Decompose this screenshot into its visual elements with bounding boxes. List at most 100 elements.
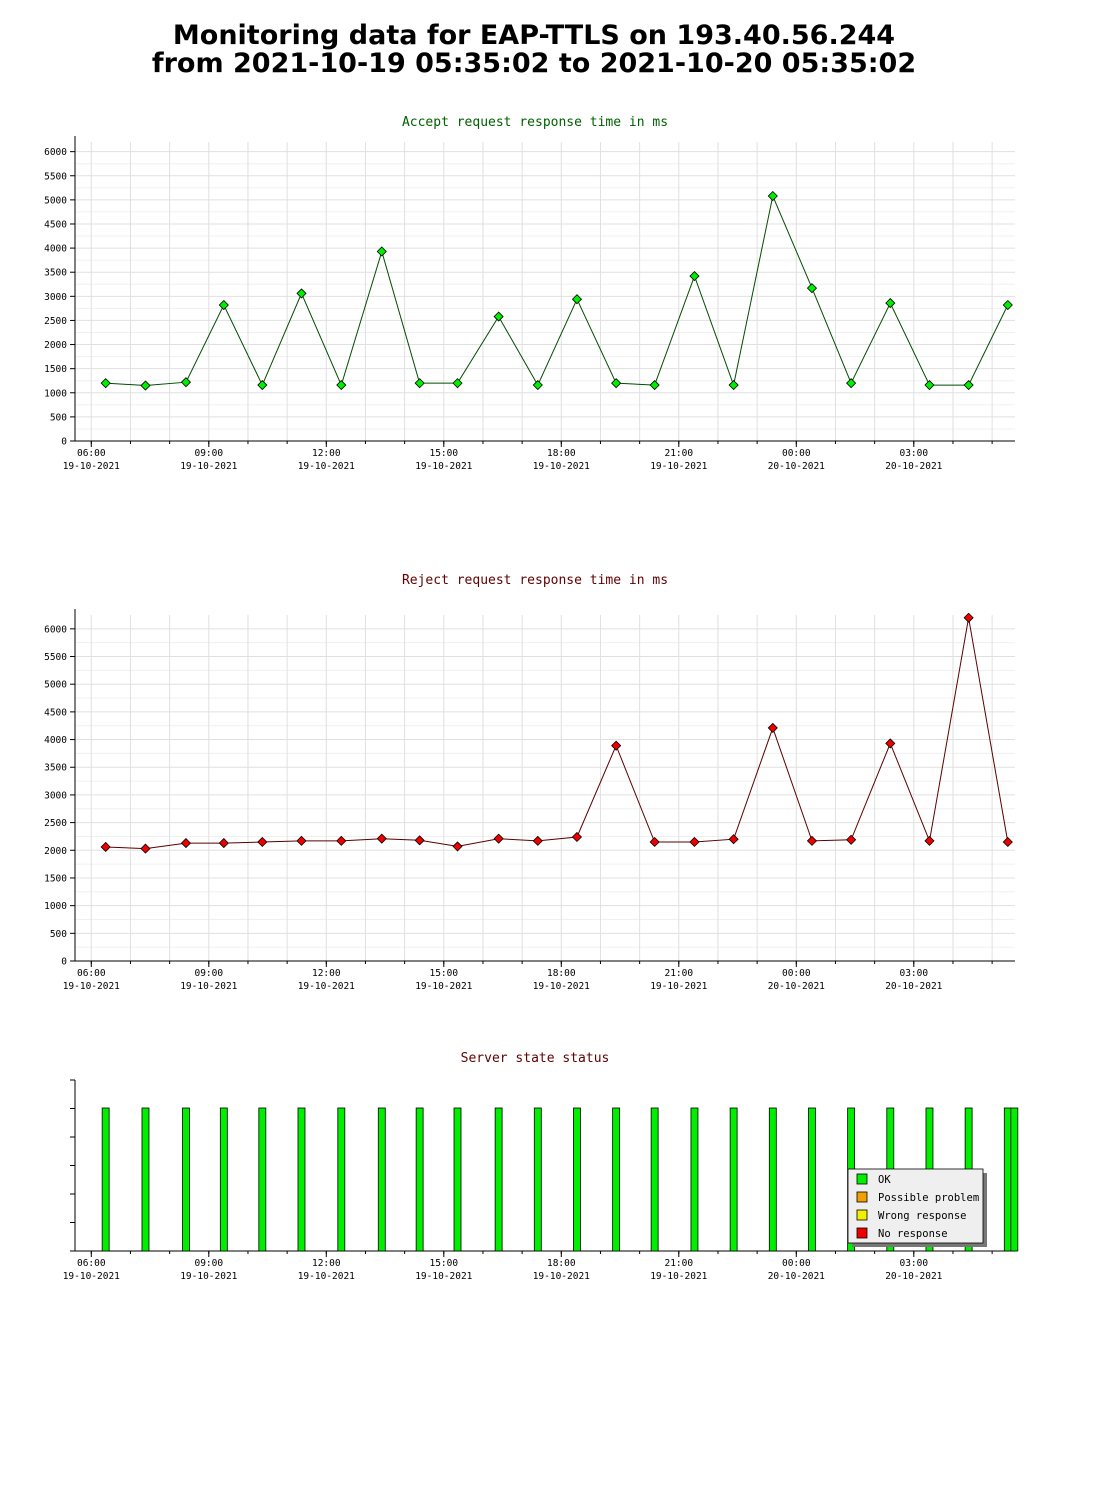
- x-tick-time: 18:00: [547, 968, 576, 979]
- y-tick-label: 3500: [44, 268, 67, 279]
- reject-point: [140, 843, 151, 854]
- status-bar: [337, 1107, 346, 1252]
- x-tick-time: 21:00: [664, 1258, 693, 1269]
- y-tick-label: 2000: [44, 846, 67, 857]
- accept-point: [611, 378, 622, 389]
- reject-point: [689, 836, 700, 848]
- accept-line: [105, 194, 1009, 387]
- y-tick-label: 1500: [44, 873, 67, 884]
- x-tick-date: 19-10-2021: [180, 461, 237, 472]
- x-tick-date: 19-10-2021: [63, 981, 120, 992]
- x-tick-date: 19-10-2021: [650, 981, 707, 992]
- status-bar: [1003, 1107, 1012, 1252]
- y-tick-label: 2500: [44, 316, 67, 327]
- x-tick-time: 12:00: [312, 448, 341, 459]
- y-tick-label: 0: [61, 437, 67, 448]
- y-tick-label: 1000: [44, 388, 67, 399]
- reject-point: [100, 841, 111, 853]
- accept-point: [414, 378, 425, 389]
- status-bar: [453, 1107, 462, 1252]
- y-tick-label: 4500: [44, 219, 67, 230]
- page-title-line2: from 2021-10-19 05:35:02 to 2021-10-20 0…: [151, 48, 917, 79]
- x-tick-date: 19-10-2021: [533, 981, 590, 992]
- reject-response-chart: Reject request response time in ms 0 500 10…: [44, 573, 1015, 992]
- status-bar: [573, 1107, 581, 1252]
- y-tick-label: 3000: [44, 790, 67, 801]
- legend-swatch: [856, 1173, 868, 1185]
- reject-point: [336, 835, 347, 846]
- accept-point: [218, 299, 229, 311]
- y-tick-label: 2500: [44, 818, 67, 829]
- accept-point: [885, 298, 896, 309]
- page-title-line1: Monitoring data for EAP-TTLS on 193.40.5…: [172, 20, 896, 51]
- y-tick-label: 1000: [44, 901, 67, 912]
- legend-swatch: [856, 1209, 868, 1221]
- y-tick-label: 4000: [44, 735, 67, 746]
- reject-point: [924, 835, 935, 846]
- x-tick-date: 19-10-2021: [180, 981, 237, 992]
- y-tick-label: 5500: [44, 652, 67, 663]
- x-tick-time: 00:00: [782, 1258, 811, 1269]
- y-tick-label: 3000: [44, 292, 67, 303]
- x-tick-date: 19-10-2021: [298, 1271, 355, 1282]
- accept-point: [140, 380, 151, 391]
- x-tick-time: 03:00: [899, 1258, 928, 1269]
- status-bar: [297, 1107, 306, 1252]
- legend-label: Possible problem: [878, 1192, 979, 1204]
- reject-line: [105, 617, 1009, 850]
- x-tick-time: 00:00: [782, 968, 811, 979]
- accept-point: [493, 311, 504, 322]
- x-tick-time: 09:00: [194, 1258, 223, 1269]
- reject-point: [180, 838, 192, 849]
- x-tick-date: 19-10-2021: [415, 461, 472, 472]
- x-tick-date: 19-10-2021: [415, 1271, 472, 1282]
- accept-point: [649, 379, 660, 391]
- y-tick-label: 500: [50, 412, 67, 423]
- x-tick-time: 15:00: [429, 1258, 458, 1269]
- chart-title: Reject request response time in ms: [402, 573, 668, 588]
- x-tick-time: 15:00: [429, 448, 458, 459]
- chart-title: Accept request response time in ms: [402, 115, 668, 130]
- reject-point: [1002, 836, 1013, 848]
- status-bar: [768, 1107, 777, 1252]
- accept-point: [728, 379, 739, 391]
- status-bar: [612, 1107, 621, 1252]
- x-tick-date: 19-10-2021: [63, 461, 120, 472]
- accept-point: [689, 271, 700, 282]
- status-bar: [258, 1107, 267, 1252]
- reject-point: [376, 833, 387, 844]
- reject-point: [806, 835, 818, 846]
- x-tick-date: 20-10-2021: [768, 1271, 825, 1282]
- reject-point: [571, 831, 583, 843]
- legend-label: OK: [878, 1174, 891, 1186]
- y-tick-label: 4500: [44, 707, 67, 718]
- reject-point: [846, 834, 857, 845]
- accept-point: [924, 379, 935, 391]
- x-tick-time: 21:00: [664, 448, 693, 459]
- x-tick-date: 20-10-2021: [768, 461, 825, 472]
- x-tick-time: 18:00: [547, 1258, 576, 1269]
- x-tick-date: 20-10-2021: [768, 981, 825, 992]
- y-tick-label: 5500: [44, 171, 67, 182]
- reject-point: [532, 835, 543, 846]
- accept-point: [296, 288, 307, 299]
- status-bar: [533, 1107, 542, 1252]
- accept-point: [452, 378, 463, 389]
- y-tick-label: 2000: [44, 340, 67, 351]
- x-tick-date: 19-10-2021: [298, 461, 355, 472]
- x-tick-date: 20-10-2021: [885, 461, 942, 472]
- y-tick-label: 5000: [44, 680, 67, 691]
- reject-point: [611, 740, 622, 751]
- legend-swatch: [856, 1191, 868, 1203]
- accept-point: [257, 379, 268, 391]
- accept-point: [180, 377, 192, 388]
- x-tick-date: 20-10-2021: [885, 981, 942, 992]
- status-bar: [650, 1107, 659, 1252]
- legend-label: No response: [878, 1228, 948, 1240]
- y-tick-label: 500: [50, 929, 67, 940]
- status-bar: [690, 1107, 699, 1252]
- status-bar: [808, 1107, 816, 1252]
- reject-point: [257, 836, 268, 848]
- y-tick-label: 0: [61, 957, 67, 968]
- x-tick-date: 19-10-2021: [180, 1271, 237, 1282]
